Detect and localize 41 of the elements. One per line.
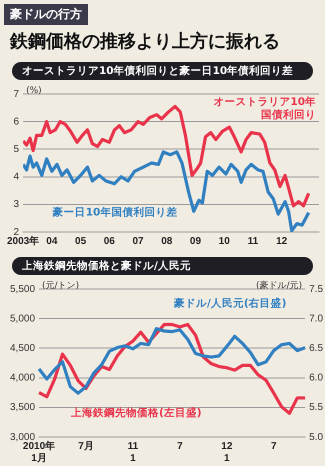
y-tick-label: 4,000 (10, 372, 36, 384)
x-tick-label: 11 (248, 236, 259, 247)
text: 豪ドルの行方 (4, 4, 88, 25)
y2-tick-label: 6.5 (309, 342, 324, 354)
y2-tick-label: 7.5 (309, 284, 324, 295)
y-tick-label: 4,500 (10, 342, 36, 354)
y2-axis-title: (豪ドル/元) (256, 280, 302, 291)
series-label: オーストラリア10年国債利回り (213, 95, 316, 122)
x-tick-label: 10 (218, 236, 230, 247)
y2-tick-label: 7.0 (309, 313, 324, 324)
y-axis-title: (元/トン) (42, 280, 80, 291)
x-tick-label: 12 1 (221, 440, 233, 464)
text: 豪ドル/人民元(右目盛) (173, 296, 286, 310)
x-tick-label: 11 1 (128, 440, 139, 464)
x-tick-label: 7 (271, 440, 278, 452)
x-tick-label: 04 (46, 236, 58, 247)
x-tick-label: 08 (161, 236, 173, 247)
chart-title: オーストラリア10年債利回りと豪ー日10年債利回り差 (12, 62, 313, 80)
y-tick-label: 3,500 (10, 402, 36, 414)
series-label: 豪ー日10年国債利回り差 (52, 205, 178, 218)
x-tick-label: 05 (75, 236, 87, 247)
text: 上海鉄鋼先物価格(左目盛) (70, 406, 202, 420)
x-tick-label: 07 (132, 236, 144, 247)
y-tick-label: 5,500 (10, 284, 36, 295)
y2-tick-label: 5.5 (309, 402, 324, 414)
x-tick-label: 06 (104, 236, 116, 247)
x-tick-label: 09 (190, 236, 202, 247)
x-tick-label: 12 (276, 236, 288, 247)
y-axis-title: (%) (26, 86, 42, 96)
y2-tick-label: 5.0 (309, 432, 324, 443)
y-tick-label: 5,000 (10, 313, 36, 324)
text: 鉄鋼価格の推移より上方に振れる (10, 30, 281, 53)
y2-tick-label: 6.0 (309, 372, 324, 384)
x-tick-label: 7月 (78, 440, 94, 452)
y-tick-label: 7 (14, 88, 20, 100)
y-tick-label: 4 (14, 172, 20, 183)
chart-title: 上海鉄鋼先物価格と豪ドル/人民元 (12, 257, 313, 275)
y-tick-label: 6 (14, 116, 20, 128)
y-tick-label: 3 (14, 199, 20, 210)
x-tick-label: 7 (177, 440, 184, 452)
y-tick-label: 5 (14, 144, 20, 155)
